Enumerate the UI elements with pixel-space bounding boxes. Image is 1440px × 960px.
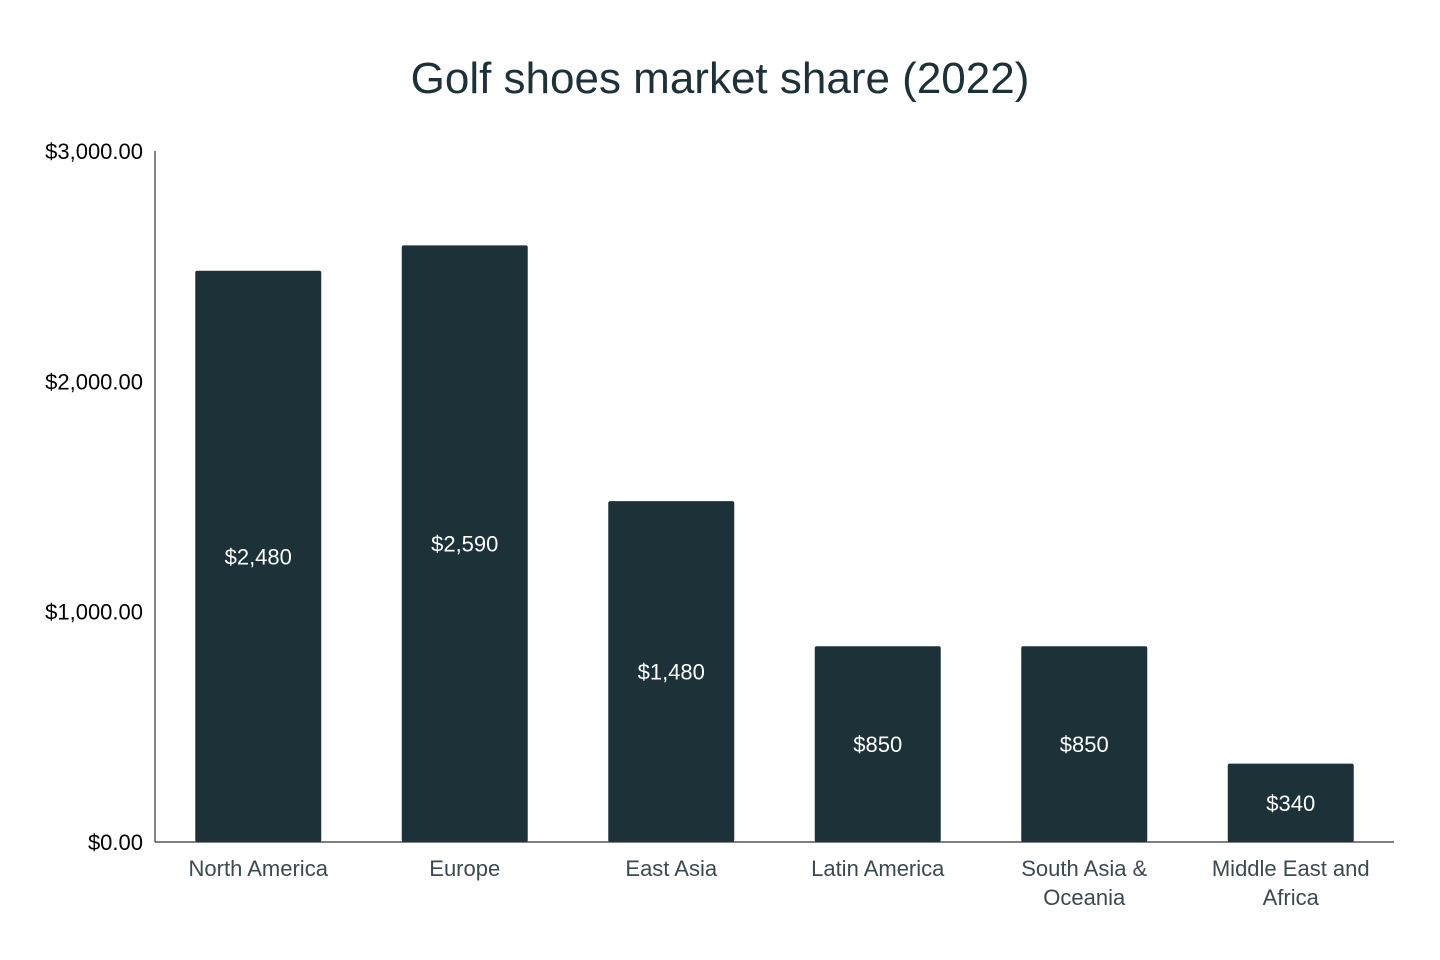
bar-data-label: $1,480 — [638, 660, 705, 685]
x-tick-label: Latin America — [811, 856, 945, 881]
bar-data-label: $850 — [1060, 732, 1109, 757]
bars: $2,480 $2,590 $1,480 $850 $850 $340 — [195, 245, 1354, 843]
bar — [401, 245, 528, 843]
x-tick-label: East Asia — [625, 856, 717, 881]
x-tick-label: Middle East and Africa — [1212, 856, 1370, 910]
x-tick-label: Europe — [429, 856, 500, 881]
chart-title: Golf shoes market share (2022) — [411, 54, 1030, 103]
bar — [814, 646, 941, 842]
y-axis: $0.00 $1,000.00 $2,000.00 $3,000.00 — [45, 139, 156, 855]
bar-data-label: $2,590 — [431, 532, 498, 557]
bar — [1227, 763, 1354, 842]
bar — [195, 270, 322, 843]
y-tick-label: $2,000.00 — [45, 369, 143, 394]
bar-data-label: $340 — [1266, 791, 1315, 816]
bar — [1021, 646, 1148, 842]
y-tick-label: $1,000.00 — [45, 600, 143, 625]
y-tick-label: $3,000.00 — [45, 139, 143, 164]
bar — [608, 501, 735, 842]
bar-data-label: $2,480 — [225, 544, 292, 569]
x-tick-label: South Asia & Oceania — [1021, 856, 1147, 910]
bar-data-label: $850 — [853, 732, 902, 757]
y-tick-label: $0.00 — [88, 830, 143, 855]
x-axis: North America Europe East Asia Latin Americ… — [155, 841, 1394, 910]
x-tick-label: North America — [189, 856, 329, 881]
